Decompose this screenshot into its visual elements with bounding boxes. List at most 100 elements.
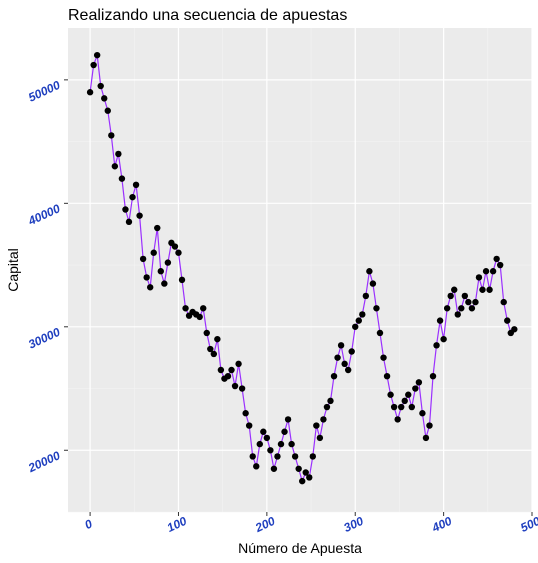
plot-panel xyxy=(68,28,532,512)
data-point xyxy=(341,360,348,368)
data-point xyxy=(295,465,302,472)
data-point xyxy=(217,366,225,374)
data-point xyxy=(472,298,479,306)
data-point xyxy=(242,410,249,417)
data-point xyxy=(397,403,405,411)
data-point xyxy=(355,317,362,324)
data-point xyxy=(256,440,263,448)
data-point xyxy=(115,150,122,158)
data-point xyxy=(178,276,186,284)
data-point xyxy=(429,372,437,380)
chart-title: Realizando una secuencia de apuestas xyxy=(68,7,347,24)
data-point xyxy=(447,292,454,300)
data-point xyxy=(164,259,172,266)
data-point xyxy=(366,268,373,275)
data-point xyxy=(458,305,465,312)
data-point xyxy=(129,193,136,201)
data-point xyxy=(408,403,416,411)
data-point xyxy=(422,434,430,442)
data-point xyxy=(426,422,433,429)
data-point xyxy=(433,342,440,349)
data-point xyxy=(231,382,239,390)
data-point xyxy=(419,410,426,417)
data-point xyxy=(122,206,129,213)
data-point xyxy=(108,132,115,139)
data-point xyxy=(101,95,108,102)
data-point xyxy=(380,354,387,361)
data-point xyxy=(334,354,341,361)
data-point xyxy=(260,428,267,435)
data-point xyxy=(263,434,271,442)
data-point xyxy=(493,255,500,263)
data-point xyxy=(352,323,359,330)
data-point xyxy=(146,284,154,291)
data-point xyxy=(175,249,182,256)
data-point xyxy=(383,372,391,380)
data-point xyxy=(373,305,380,312)
data-point xyxy=(224,372,232,380)
data-point xyxy=(281,428,288,435)
data-point xyxy=(306,474,313,481)
data-point xyxy=(235,360,242,368)
data-point xyxy=(443,305,451,312)
data-point xyxy=(288,440,295,448)
data-point xyxy=(486,286,493,293)
data-point xyxy=(376,329,384,337)
data-point xyxy=(475,274,483,281)
data-point xyxy=(309,453,317,460)
data-point xyxy=(412,385,419,392)
data-point xyxy=(320,416,327,423)
data-point xyxy=(182,305,189,312)
data-point xyxy=(337,342,345,349)
data-point xyxy=(489,268,497,275)
data-point xyxy=(362,292,370,300)
data-point xyxy=(359,311,366,318)
data-point xyxy=(468,305,476,312)
x-axis-title: Número de Apuesta xyxy=(238,540,362,556)
data-point xyxy=(245,422,253,429)
minor-gridlines xyxy=(68,28,532,513)
data-point xyxy=(504,317,511,324)
data-point xyxy=(274,453,281,460)
x-tick-label: 500 xyxy=(518,514,538,535)
data-point xyxy=(496,261,504,269)
data-point xyxy=(132,181,140,189)
data-point xyxy=(511,326,518,333)
data-point xyxy=(97,82,104,90)
data-point xyxy=(330,372,338,380)
data-point xyxy=(104,107,111,114)
data-point xyxy=(405,391,412,398)
data-point xyxy=(228,366,235,374)
data-point xyxy=(111,163,119,170)
data-point xyxy=(390,403,398,411)
data-point xyxy=(200,305,207,312)
data-point xyxy=(238,385,246,392)
data-point xyxy=(86,89,94,96)
data-point xyxy=(440,335,447,343)
data-point xyxy=(327,397,334,405)
major-gridlines xyxy=(68,28,533,512)
data-point xyxy=(171,243,179,250)
data-point xyxy=(369,280,377,287)
data-point xyxy=(299,477,306,485)
y-axis-title: Capital xyxy=(5,248,21,292)
data-point xyxy=(93,51,101,59)
data-point xyxy=(323,403,331,411)
data-point xyxy=(451,286,458,293)
data-point xyxy=(196,313,203,321)
data-point xyxy=(436,317,444,324)
data-point xyxy=(284,416,292,423)
data-point xyxy=(90,61,97,69)
data-point xyxy=(118,175,126,182)
data-point xyxy=(313,422,320,429)
data-point xyxy=(161,280,168,287)
data-point xyxy=(316,434,324,442)
data-point xyxy=(415,379,423,386)
data-point xyxy=(277,440,285,448)
data-point xyxy=(348,348,355,355)
points-group xyxy=(86,51,518,485)
data-point xyxy=(253,463,260,470)
data-point xyxy=(125,218,133,226)
data-point xyxy=(401,397,408,405)
